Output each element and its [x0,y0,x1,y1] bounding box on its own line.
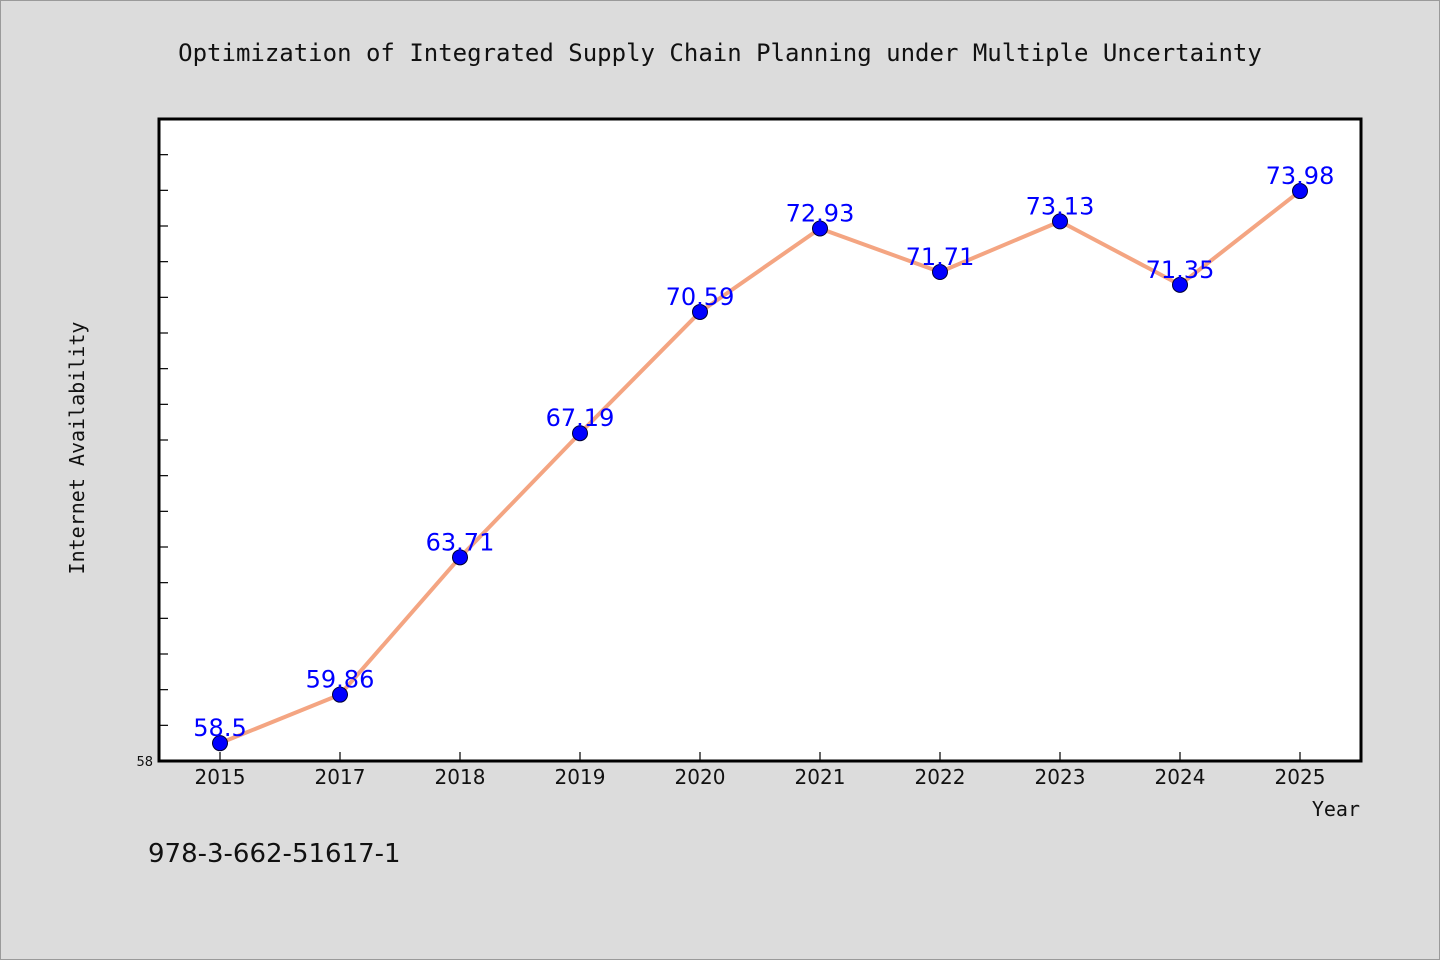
series-line-group [218,189,1302,746]
data-point-marker [332,686,348,703]
isbn-footer: 978-3-662-51617-1 [148,839,401,869]
x-tick-label: 2019 [555,765,606,789]
x-axis: 2015 2017 2018 2019 2020 2021 2022 2023 2024 2025 [195,752,1326,789]
y-tick-label: 58 [136,755,153,770]
data-point-marker [812,220,828,237]
data-point-marker [1172,276,1188,293]
data-point-marker [1052,213,1068,230]
x-axis-title: Year [1312,797,1360,821]
y-axis-title: Internet Availability [65,322,89,575]
data-value-label: 73.98 [1266,162,1335,190]
data-value-label: 58.5 [193,714,246,742]
x-tick-label: 2025 [1275,765,1326,789]
data-value-label: 72.93 [786,199,855,227]
y-axis: 58 [136,118,168,770]
data-point-marker [452,549,468,566]
x-tick-label: 2018 [435,765,486,789]
x-tick-label: 2015 [195,765,246,789]
x-tick-label: 2024 [1155,765,1206,789]
data-value-label: 71.71 [906,243,975,271]
marker-group [212,183,1308,752]
data-label-group: 58.5 59.86 63.71 67.19 70.59 72.93 71.71 73.13 7… [193,162,1334,742]
series-line [218,189,1302,746]
data-point-marker [1292,183,1308,200]
data-point-marker [932,264,948,281]
data-value-label: 67.19 [546,404,615,432]
data-value-label: 71.35 [1146,256,1215,284]
data-value-label: 73.13 [1026,192,1095,220]
data-value-label: 70.59 [666,283,735,311]
x-tick-label: 2022 [915,765,966,789]
data-point-marker [692,303,708,320]
data-point-marker [212,735,228,752]
data-value-label: 59.86 [306,666,375,694]
data-point-marker [572,425,588,442]
plot-area [157,117,1363,763]
x-tick-label: 2023 [1035,765,1086,789]
data-value-label: 63.71 [426,528,495,556]
chart-title: Optimization of Integrated Supply Chain … [178,39,1262,67]
x-tick-label: 2017 [315,765,366,789]
x-tick-label: 2021 [795,765,846,789]
x-tick-label: 2020 [675,765,726,789]
